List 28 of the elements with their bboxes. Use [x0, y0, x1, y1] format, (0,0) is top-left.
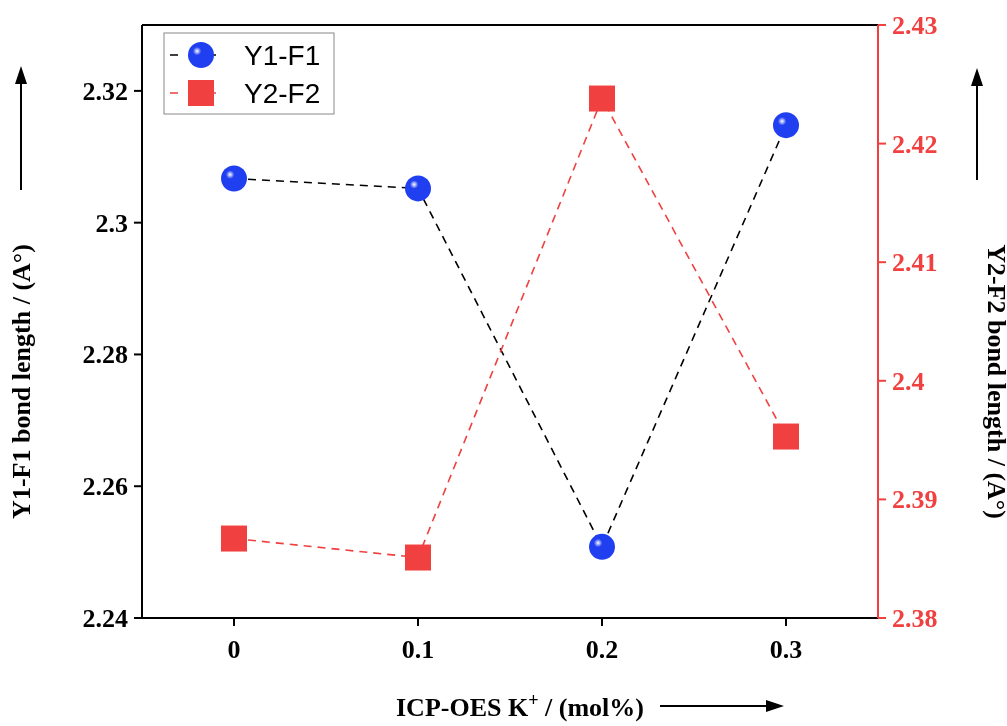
x-tick-label: 0.3 — [769, 635, 803, 664]
y2-tick-label: 2.41 — [892, 248, 938, 278]
point — [773, 423, 799, 450]
x-tick-label: 0.2 — [585, 635, 619, 664]
point — [589, 85, 615, 112]
y2-tick-label: 2.38 — [892, 604, 938, 633]
y-tick-label: 2.26 — [82, 472, 128, 502]
y2-axis-title: Y2-F2 bond length / (A°) — [982, 244, 1007, 519]
point — [589, 533, 615, 560]
y-tick-label: 2.3 — [95, 208, 128, 238]
point — [405, 544, 431, 571]
y2-tick-label: 2.4 — [892, 366, 925, 396]
y2-tick-label: 2.43 — [892, 11, 938, 40]
legend-label: Y1-F1 — [244, 40, 321, 71]
y-tick-label: 2.28 — [82, 340, 128, 370]
point — [773, 112, 799, 139]
y2-tick-label: 2.42 — [892, 129, 938, 159]
x-axis-title: ICP-OES K$^{+}$ / (mol%) — [396, 690, 644, 722]
point — [221, 165, 247, 192]
x-tick-label: 0 — [227, 635, 241, 664]
point — [405, 175, 431, 202]
point — [221, 525, 247, 552]
y2-tick-label: 2.39 — [892, 485, 938, 515]
y-axis-title: Y1-F1 bond length / (A°) — [7, 244, 36, 519]
legend-label: Y2-F2 — [244, 78, 321, 109]
y-tick-label: 2.32 — [82, 76, 128, 106]
x-tick-label: 0.1 — [401, 635, 435, 664]
y-tick-label: 2.24 — [82, 604, 128, 633]
